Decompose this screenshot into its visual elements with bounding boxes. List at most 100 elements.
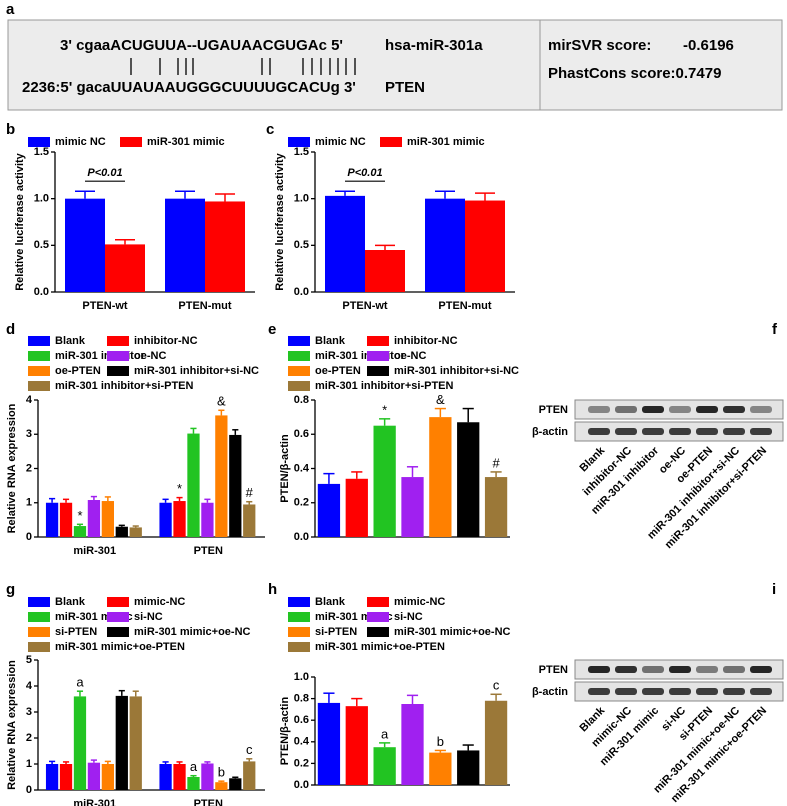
legend-label: si-PTEN xyxy=(315,626,357,638)
blot-band xyxy=(669,666,691,673)
blot-band xyxy=(642,428,664,435)
error-bar xyxy=(435,190,455,199)
bar xyxy=(484,700,508,785)
y-tick-label: 4 xyxy=(26,394,33,406)
y-tick-label: 1.0 xyxy=(34,193,49,205)
bar xyxy=(345,478,368,537)
legend-swatch xyxy=(107,351,129,361)
legend-label: oe-PTEN xyxy=(315,365,361,377)
error-bar xyxy=(162,498,169,503)
legend-label: Blank xyxy=(55,596,86,608)
mirsvr-value: -0.6196 xyxy=(683,37,734,54)
x-tick-label: PTEN-mut xyxy=(178,300,232,312)
bar xyxy=(101,764,114,790)
legend-swatch xyxy=(28,612,50,622)
legend-swatch xyxy=(107,627,129,637)
error-bar xyxy=(162,761,169,764)
base-pairing xyxy=(130,58,356,75)
bar xyxy=(87,762,101,790)
error-bar xyxy=(115,238,135,245)
bar xyxy=(173,501,186,537)
legend-swatch xyxy=(367,627,389,637)
legend-swatch xyxy=(288,612,310,622)
bar xyxy=(484,477,508,537)
legend-label: inhibitor-NC xyxy=(134,335,198,347)
mirna-sequence: 3' cgaaACUGUUA--UGAUAACGUGAc 5' xyxy=(60,37,343,54)
error-bar xyxy=(434,749,446,753)
significance-marker: * xyxy=(77,508,82,523)
bar xyxy=(115,695,128,790)
error-bar xyxy=(379,742,391,748)
y-tick-label: 5 xyxy=(26,654,32,666)
legend-swatch xyxy=(107,336,129,346)
legend-label: si-PTEN xyxy=(55,626,97,638)
legend-swatch xyxy=(288,366,310,376)
legend-label: mimic NC xyxy=(55,136,106,148)
error-bar xyxy=(323,692,335,703)
legend-label: Blank xyxy=(55,335,86,347)
y-tick-label: 0.6 xyxy=(294,428,309,440)
panel-letter: f xyxy=(772,321,778,338)
legend-label: miR-301 mimic xyxy=(407,136,485,148)
y-tick-label: 0.2 xyxy=(294,497,309,509)
bar xyxy=(59,764,73,790)
bar xyxy=(373,747,396,785)
error-bar xyxy=(62,498,70,503)
significance-marker: # xyxy=(492,455,500,470)
legend-label: miR-301 mimic+oe-NC xyxy=(394,626,511,638)
x-tick-label: PTEN xyxy=(194,545,223,557)
bar xyxy=(165,198,205,292)
legend-swatch xyxy=(28,597,50,607)
bar xyxy=(45,502,59,537)
bar xyxy=(159,764,172,790)
blot-band xyxy=(750,666,772,673)
p-value: P<0.01 xyxy=(87,167,122,179)
legend-label: si-NC xyxy=(134,611,163,623)
bar xyxy=(317,702,341,785)
error-bar xyxy=(76,523,84,527)
y-tick-label: 0.0 xyxy=(34,286,49,298)
bar xyxy=(187,433,200,537)
error-bar xyxy=(375,244,395,250)
error-bar xyxy=(323,472,335,484)
panel-letter: a xyxy=(6,1,15,18)
error-bar xyxy=(204,761,211,764)
error-bar xyxy=(351,471,363,479)
bar xyxy=(215,782,228,790)
legend-swatch xyxy=(107,612,129,622)
error-bar xyxy=(176,496,183,502)
legend-swatch xyxy=(28,351,50,361)
significance-marker: b xyxy=(437,734,444,749)
significance-marker: a xyxy=(381,726,389,741)
y-tick-label: 1 xyxy=(26,497,32,509)
legend-swatch xyxy=(288,137,310,147)
legend-swatch xyxy=(28,366,50,376)
significance-marker: a xyxy=(76,675,84,690)
blot-band xyxy=(723,428,745,435)
blot-band xyxy=(669,406,691,413)
bar xyxy=(229,778,242,790)
legend-swatch xyxy=(28,642,50,652)
legend-swatch xyxy=(107,366,129,376)
x-tick-label: PTEN-mut xyxy=(438,300,492,312)
error-bar xyxy=(462,744,474,751)
error-bar xyxy=(49,497,56,503)
bar xyxy=(59,502,73,537)
y-axis-label: Relative luciferase activity xyxy=(14,152,26,290)
legend-label: Blank xyxy=(315,335,346,347)
y-tick-label: 0.5 xyxy=(294,239,309,251)
blot-row-label: β-actin xyxy=(532,686,568,698)
x-tick-label: PTEN xyxy=(194,798,223,806)
panel-letter: e xyxy=(268,321,276,338)
legend-label: mimic NC xyxy=(315,136,366,148)
bar xyxy=(425,198,465,292)
p-value: P<0.01 xyxy=(347,167,382,179)
bar xyxy=(429,752,452,785)
y-tick-label: 0.2 xyxy=(294,757,309,769)
y-tick-label: 1.5 xyxy=(294,146,309,158)
panel-letter: c xyxy=(266,121,274,138)
bar xyxy=(457,422,480,537)
bar xyxy=(73,526,87,537)
x-tick-label: PTEN-wt xyxy=(342,300,388,312)
error-bar xyxy=(335,190,355,196)
